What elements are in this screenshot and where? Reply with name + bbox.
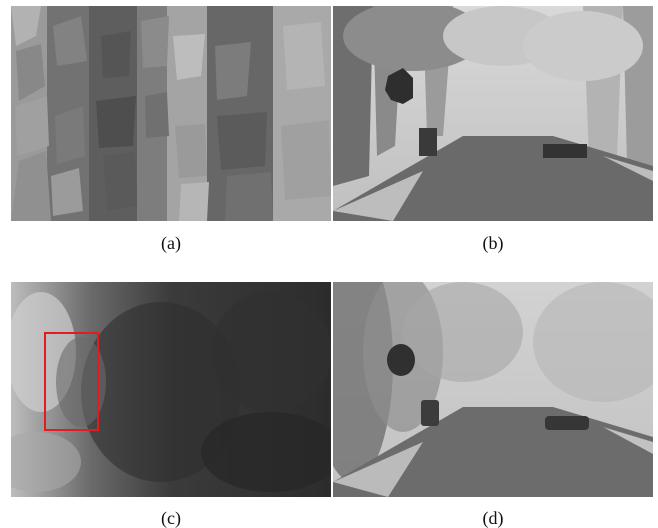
- highlight-box: [44, 332, 99, 431]
- blurred-road-image: [333, 282, 653, 497]
- caption-a: (a): [161, 233, 181, 253]
- road-scene-image: [333, 6, 653, 221]
- caption-c: (c): [161, 508, 181, 528]
- segmentation-image: [11, 6, 331, 221]
- depth-map-image: [11, 282, 331, 497]
- panel-b-image: [333, 6, 653, 221]
- panel-c-image: [11, 282, 331, 497]
- panel-a-image: [11, 6, 331, 221]
- caption-d: (d): [482, 508, 504, 528]
- panel-d-image: [333, 282, 653, 497]
- caption-b: (b): [482, 233, 504, 253]
